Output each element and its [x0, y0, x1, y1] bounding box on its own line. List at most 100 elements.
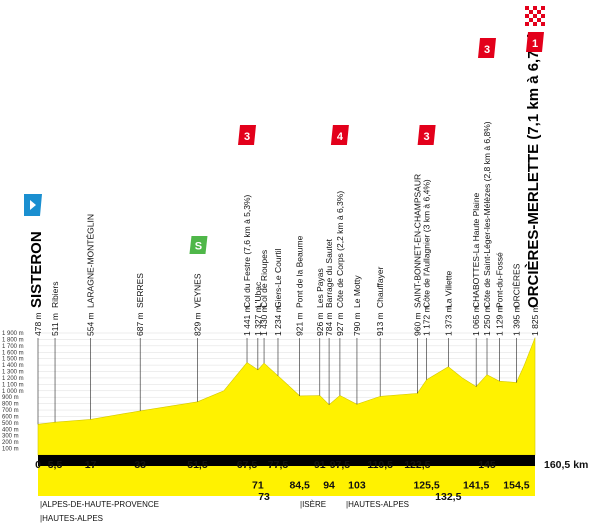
checkpoint-altitude: 1 825 m — [530, 305, 540, 336]
climb-category-badge: 4 — [330, 125, 349, 145]
km-marker-label: 77,5 — [268, 459, 289, 471]
flag-check — [529, 10, 533, 14]
flag-check — [537, 6, 541, 10]
checkpoint-altitude: 1 395 m — [511, 305, 521, 336]
checkpoint-name: SERRES — [135, 273, 145, 308]
checkpoint-altitude: 790 m — [352, 312, 362, 336]
kilometre-markers: 0 5,5 17 33 51,5 67,5717377,584,5919497,51031… — [35, 459, 588, 503]
checkpoint-name: VEYNES — [192, 273, 202, 308]
climb-badge-shape — [478, 38, 497, 58]
km-marker-label: 5,5 — [48, 459, 63, 471]
km-marker-label: 51,5 — [187, 459, 208, 471]
altitude-tick-label: 600 m — [2, 414, 19, 420]
checkpoint-label: 829 m VEYNES — [192, 273, 202, 336]
altitude-tick-label: 1 200 m — [2, 376, 24, 382]
checkpoint-altitude: 926 m — [315, 312, 325, 336]
altitude-tick-label: 800 m — [2, 402, 19, 408]
checkpoint-label: 913 m Chauffayer — [375, 266, 385, 336]
flag-check — [525, 18, 529, 22]
checkpoint-name: Barrage du Sautet — [324, 238, 334, 308]
checkpoint-altitude: 1 327 m — [253, 305, 263, 336]
sprint-label: S — [195, 241, 202, 253]
checkpoint-name: Les Payas — [315, 268, 325, 308]
checkpoint-name: Col de Rioupes — [259, 250, 269, 308]
altitude-tick-label: 300 m — [2, 434, 19, 440]
flag-check — [537, 18, 541, 22]
checkpoint-name: Pont-du-Fossé — [494, 252, 504, 308]
checkpoint-name: Côte de Corps (2,2 km à 6,3%) — [335, 191, 345, 308]
flag-check — [525, 14, 529, 18]
climb-category-label: 3 — [244, 131, 250, 143]
climb-icons: 3 4 3 3 1 S — [24, 6, 545, 254]
checkpoint-altitude: 1 129 m — [494, 305, 504, 336]
checkpoint-altitude: 1 172 m — [422, 305, 432, 336]
checkpoint-name: La Villette — [443, 271, 453, 308]
checkpoint-label: 554 m LARAGNE-MONTÉGLIN — [86, 214, 96, 336]
checkpoint-leader-lines — [37, 337, 536, 425]
checkpoint-label: 511 m Ribiers — [50, 282, 60, 336]
climb-category-badge: 1 — [526, 32, 544, 52]
checkpoint-label: 960 m SAINT-BONNET-EN-CHAMPSAUR — [412, 174, 422, 336]
flag-check — [533, 10, 537, 14]
altitude-tick-label: 1 400 m — [2, 363, 24, 369]
checkpoint-label: 687 m SERRES — [135, 273, 145, 336]
checkpoint-name: Côte de Saint-Léger-les-Mélèzes (2,8 km … — [482, 121, 492, 308]
altitude-tick-label: 100 m — [2, 447, 19, 453]
checkpoint-name: L'Ubac — [253, 281, 263, 308]
altitude-tick-label: 1 000 m — [2, 389, 24, 395]
climb-category-badge: 3 — [238, 125, 257, 145]
checkpoint-name: SISTERON — [28, 231, 45, 308]
flag-check — [541, 6, 545, 10]
altitude-tick-label: 500 m — [2, 421, 19, 427]
checkpoint-altitude: 1 441 m — [242, 305, 252, 336]
km-marker-label: 122,5 — [404, 459, 430, 471]
altitude-tick-label: 1 500 m — [2, 357, 24, 363]
checkpoint-altitude: 960 m — [412, 312, 422, 336]
altitude-tick-label: 1 900 m — [2, 331, 24, 337]
checkpoint-name: Le Motty — [352, 275, 362, 308]
km-marker-label: 154,5 — [503, 480, 529, 492]
region-label: |ISÈRE — [300, 500, 326, 509]
flag-check — [537, 10, 541, 14]
flag-check — [525, 22, 529, 26]
checkpoint-labels: 478 m SISTERON 511 m Ribiers 554 m LARAGNE-MO… — [28, 32, 542, 336]
checkpoint-name: Giers-Le Courtil — [273, 248, 283, 308]
km-marker-label: 0 — [35, 459, 41, 471]
km-marker-label: 71 — [252, 480, 264, 492]
km-marker-label: 94 — [323, 480, 335, 492]
climb-category-badge: 3 — [478, 38, 497, 58]
altitude-tick-label: 1 700 m — [2, 344, 24, 350]
km-marker-label: 33 — [134, 459, 146, 471]
checkpoint-name: LARAGNE-MONTÉGLIN — [86, 214, 96, 308]
km-marker-label: 103 — [348, 480, 366, 492]
climb-category-badge: 3 — [417, 125, 436, 145]
climb-category-label: 3 — [484, 44, 490, 56]
checkpoint-label: 790 m Le Motty — [352, 275, 362, 336]
checkpoint-altitude: 478 m — [33, 312, 43, 336]
km-band-lower — [38, 466, 535, 496]
flag-check — [537, 22, 541, 26]
checkpoint-altitude: 1 373 m — [443, 305, 453, 336]
checkpoint-label: 927 m Côte de Corps (2,2 km à 6,3%) — [335, 191, 345, 336]
region-label: |HAUTES-ALPES — [346, 500, 409, 509]
checkpoint-name: ORCIÈRES — [511, 263, 521, 308]
km-marker-label: 67,5 — [237, 459, 258, 471]
checkpoint-name: Col du Festre (7,6 km à 5,3%) — [242, 194, 252, 308]
checkpoint-altitude: 784 m — [324, 312, 334, 336]
checkpoint-altitude: 921 m — [295, 312, 305, 336]
checkpoint-label: 478 m SISTERON — [28, 231, 45, 336]
km-marker-label: 145 — [478, 459, 496, 471]
km-marker-label: 110,5 — [367, 459, 393, 471]
finish-flag-icon — [525, 6, 545, 26]
climb-badge-shape — [526, 32, 544, 52]
checkpoint-label: 784 m Barrage du Sautet — [324, 238, 334, 336]
flag-check — [529, 6, 533, 10]
flag-check — [533, 18, 537, 22]
sprint-badge: S — [189, 236, 208, 254]
km-marker-label: 91 — [314, 459, 326, 471]
flag-check — [541, 14, 545, 18]
